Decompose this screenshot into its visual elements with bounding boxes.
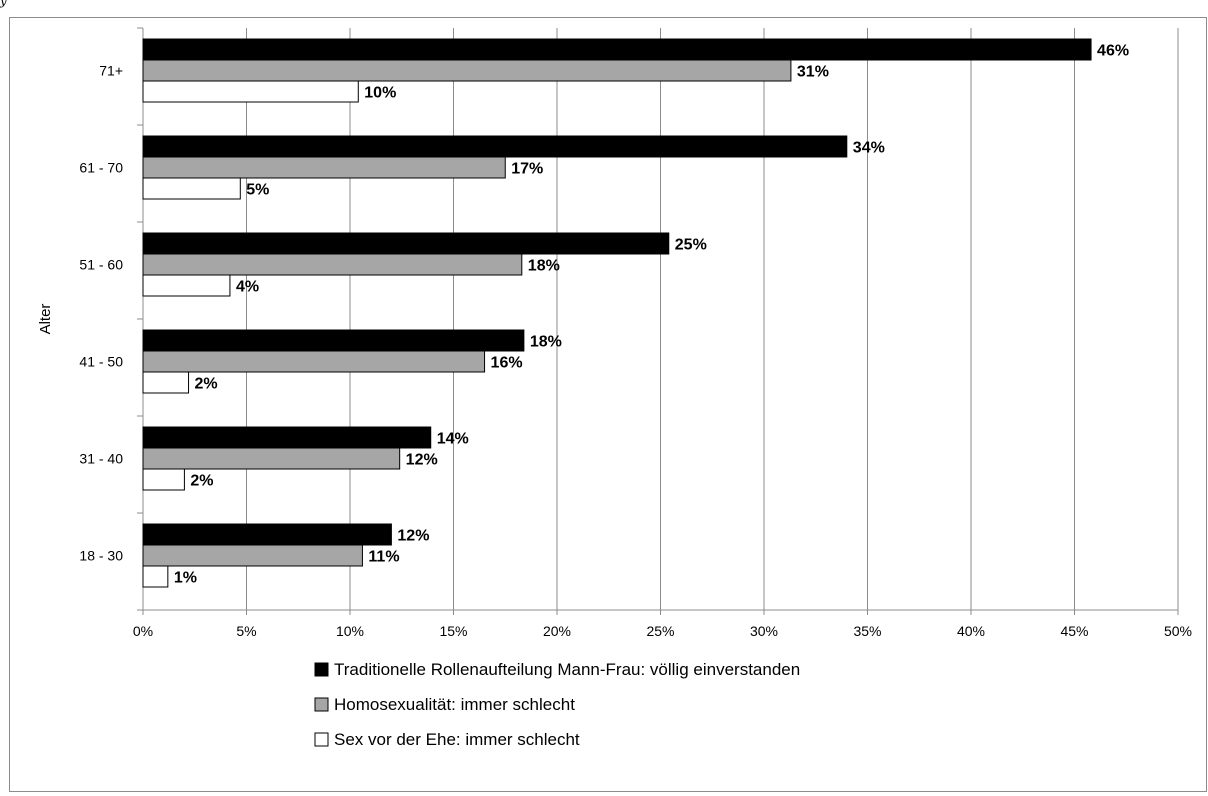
bar bbox=[142, 232, 670, 255]
bar bbox=[142, 426, 432, 449]
bar bbox=[142, 565, 169, 588]
y-tick-label: 31 - 40 bbox=[79, 451, 123, 467]
x-tick-label: 10% bbox=[336, 623, 364, 639]
bar bbox=[142, 274, 231, 297]
data-label: 12% bbox=[397, 528, 429, 545]
data-label: 2% bbox=[190, 473, 213, 490]
data-label: 10% bbox=[364, 85, 396, 102]
bar bbox=[142, 156, 506, 179]
axes bbox=[137, 27, 1179, 615]
y-tick-label: 18 - 30 bbox=[79, 548, 123, 564]
legend-swatch bbox=[314, 662, 329, 677]
data-labels: 46% 31% 10% 34% 17% 5% 25% 18% 4% 18% 16% 2% 14% 12% 2… bbox=[174, 43, 1129, 587]
x-tick-label: 5% bbox=[236, 623, 256, 639]
data-label: 12% bbox=[406, 452, 438, 469]
data-label: 17% bbox=[511, 161, 543, 178]
data-label: 46% bbox=[1097, 43, 1129, 60]
x-tick-label: 30% bbox=[750, 623, 778, 639]
data-label: 4% bbox=[236, 279, 259, 296]
x-tick-label: 45% bbox=[1060, 623, 1088, 639]
bar bbox=[142, 135, 848, 158]
bar bbox=[142, 38, 1092, 61]
data-label: 31% bbox=[797, 64, 829, 81]
bar bbox=[142, 253, 523, 276]
x-tick-label: 50% bbox=[1164, 623, 1192, 639]
legend-label: Homosexualität: immer schlecht bbox=[334, 695, 575, 714]
x-tick-label: 40% bbox=[957, 623, 985, 639]
x-tick-label: 0% bbox=[133, 623, 153, 639]
legend-label: Sex vor der Ehe: immer schlecht bbox=[334, 730, 580, 749]
legend-swatch bbox=[314, 697, 329, 712]
x-tick-label: 25% bbox=[646, 623, 674, 639]
legend: Traditionelle Rollenaufteilung Mann-Frau… bbox=[314, 660, 800, 749]
bar bbox=[142, 329, 525, 352]
y-tick-label: 51 - 60 bbox=[79, 257, 123, 273]
data-label: 5% bbox=[246, 182, 269, 199]
data-label: 18% bbox=[530, 334, 562, 351]
data-label: 2% bbox=[195, 376, 218, 393]
y-tick-label: 61 - 70 bbox=[79, 160, 123, 176]
data-label: 11% bbox=[368, 549, 399, 566]
data-label: 1% bbox=[174, 570, 197, 587]
bar bbox=[142, 447, 401, 470]
bar bbox=[142, 544, 363, 567]
bar bbox=[142, 177, 241, 200]
x-tick-label: 20% bbox=[543, 623, 571, 639]
legend-label: Traditionelle Rollenaufteilung Mann-Frau… bbox=[334, 660, 800, 679]
x-tick-label: 35% bbox=[853, 623, 881, 639]
bar bbox=[142, 59, 792, 82]
y-axis-title: Alter bbox=[37, 304, 54, 335]
data-label: 25% bbox=[675, 237, 707, 254]
bars bbox=[142, 38, 1092, 588]
y-tick-labels: 71+ 61 - 70 51 - 60 41 - 50 31 - 40 18 - 30 bbox=[79, 63, 123, 564]
data-label: 18% bbox=[528, 258, 560, 275]
gridlines bbox=[246, 28, 1179, 610]
bar bbox=[142, 468, 185, 491]
data-label: 34% bbox=[853, 140, 885, 157]
bar bbox=[142, 371, 190, 394]
corner-text: y bbox=[0, 0, 7, 8]
bar bbox=[142, 523, 392, 546]
data-label: 16% bbox=[491, 355, 523, 372]
y-tick-label: 71+ bbox=[99, 63, 123, 79]
chart-frame: 46% 31% 10% 34% 17% 5% 25% 18% 4% 18% 16% 2% 14% 12% 2… bbox=[9, 17, 1207, 792]
bar bbox=[142, 80, 359, 103]
x-tick-labels: 0% 5% 10% 15% 20% 25% 30% 35% 40% 45% 50% bbox=[133, 623, 1192, 639]
bar bbox=[142, 350, 486, 373]
x-tick-label: 15% bbox=[439, 623, 467, 639]
bar-chart: 46% 31% 10% 34% 17% 5% 25% 18% 4% 18% 16% 2% 14% 12% 2… bbox=[37, 27, 1192, 749]
y-tick-label: 41 - 50 bbox=[79, 354, 123, 370]
data-label: 14% bbox=[437, 431, 469, 448]
legend-swatch bbox=[314, 732, 329, 747]
